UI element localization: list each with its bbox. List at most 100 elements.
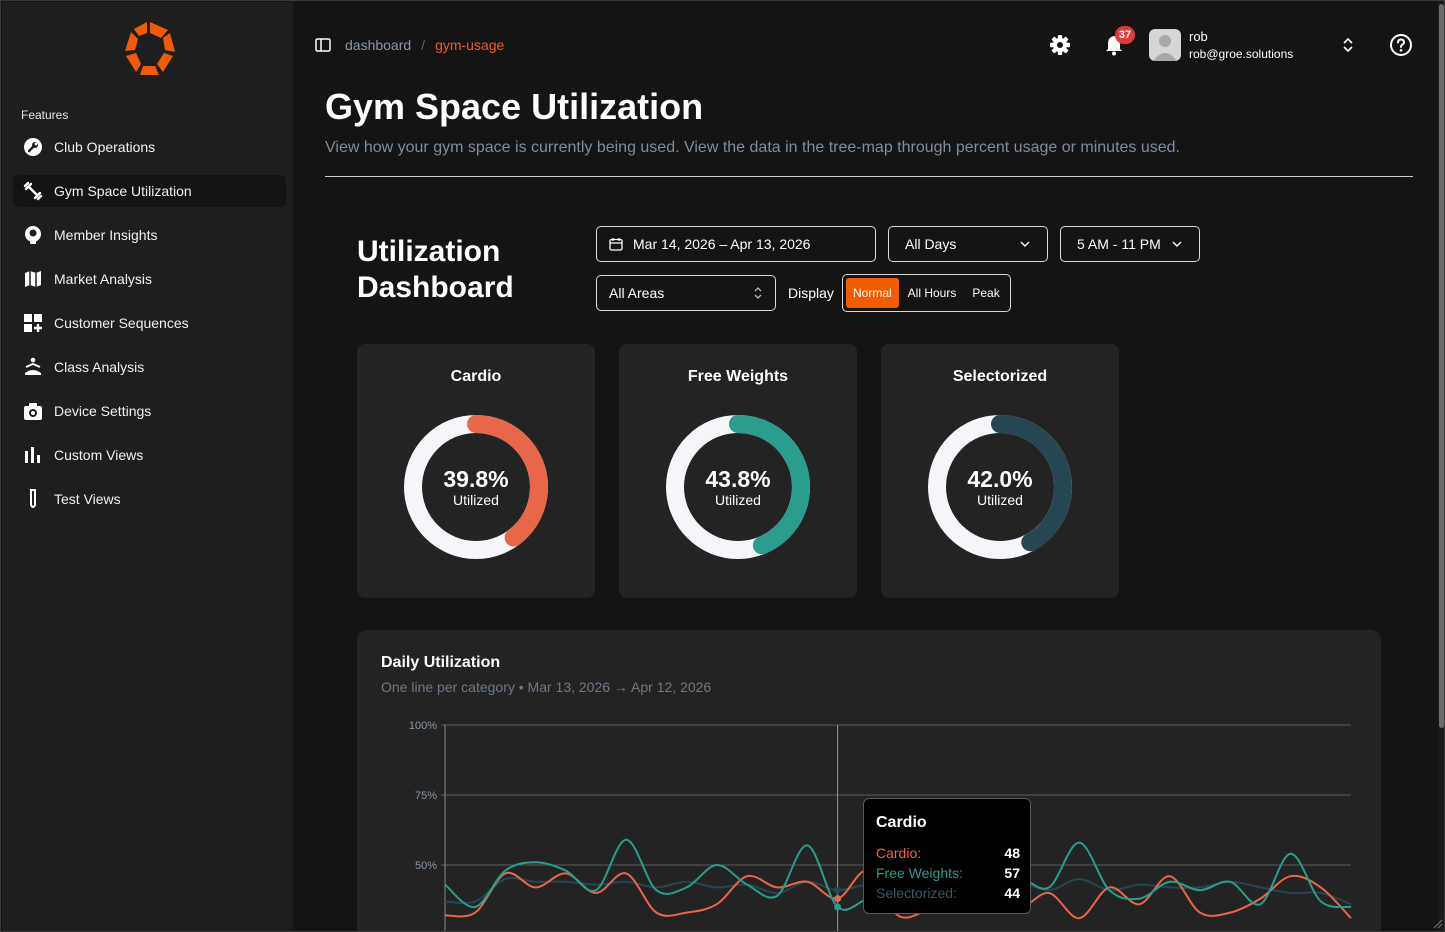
y-tick-label: 75% [415,790,437,802]
card-value: 43.8% [705,466,771,492]
help-icon[interactable] [1389,33,1413,57]
gear-icon[interactable] [1049,34,1071,56]
donut-arc [666,415,810,559]
free-weights-donut [666,415,810,559]
card-title: Free Weights [687,368,789,385]
dashboard-title-line2: Dashboard [357,271,514,304]
tooltip-value: 44 [1004,885,1020,901]
breadcrumb-current: gym-usage [435,37,505,53]
hours-select[interactable]: 5 AM - 11 PM [1060,226,1200,262]
date-range-picker[interactable]: Mar 14, 2026 – Apr 13, 2026 [596,226,876,262]
page-description: View how your gym space is currently bei… [325,139,1180,156]
groe-logo [125,22,175,75]
tooltip-label: Cardio: [876,845,922,861]
sidebar-item-device-settings[interactable]: Device Settings [13,395,286,427]
sidebar-item-customer-sequences[interactable]: Customer Sequences [13,307,286,339]
donut-arc [404,415,548,559]
main-content: dashboard / gym-usage 37 rob ro [293,2,1438,932]
card-value: 42.0% [967,466,1033,492]
display-normal-button[interactable]: Normal [846,278,899,308]
sidebar-item-label: Gym Space Utilization [54,183,192,199]
lightbulb-icon [23,225,43,245]
sidebar-item-test-views[interactable]: Test Views [13,483,286,515]
card-title: Cardio [450,368,502,385]
chart-subtitle: One line per category • Mar 13, 2026 → A… [381,679,712,695]
sidebar-item-gym-space-utilization[interactable]: Gym Space Utilization [13,175,286,207]
days-select[interactable]: All Days [888,226,1048,262]
dashboard-title-line1: Utilization [357,235,501,268]
top-bar: dashboard / gym-usage 37 rob ro [293,2,1438,88]
tooltip-row-cardio: Cardio: 48 [876,845,1020,861]
card-subtitle: Utilized [977,492,1023,508]
sidebar-item-label: Test Views [54,491,121,507]
y-tick-label: 25% [415,930,437,932]
display-label: Display [788,285,834,301]
breadcrumb-separator: / [421,37,426,53]
tooltip-value: 57 [1004,865,1020,881]
page-title: Gym Space Utilization [325,86,704,127]
resize-handle-icon[interactable] [1431,917,1443,929]
tooltip-title: Cardio [876,814,927,831]
scrollbar[interactable] [1438,2,1444,931]
sidebar-item-label: Custom Views [54,447,144,463]
sidebar-item-label: Market Analysis [54,271,153,287]
sidebar-item-custom-views[interactable]: Custom Views [13,439,286,471]
chevron-up-down-icon [754,287,762,299]
wrench-icon [23,137,43,157]
sidebar-item-label: Member Insights [54,227,158,243]
sidebar-item-member-insights[interactable]: Member Insights [13,219,286,251]
chevron-up-down-icon[interactable] [1341,36,1355,54]
sidebar-toggle-icon[interactable] [315,37,331,53]
areas-select[interactable]: All Areas [596,275,776,311]
dashboard-title: Utilization Dashboard [357,234,514,306]
sidebar-item-label: Club Operations [54,139,156,155]
free-weights-card: Free Weights 43.8% Utilized [619,344,857,598]
cardio-card: Cardio 39.8% Utilized [357,344,595,598]
chart-tooltip: Cardio Cardio: 48 Free Weights: 57 Selec… [863,798,1031,914]
areas-value: All Areas [609,285,665,301]
bar-chart-icon [23,445,43,465]
display-toggle: Normal All Hours Peak [842,274,1011,312]
scrollbar-thumb[interactable] [1439,4,1444,728]
divider [325,176,1413,177]
sidebar: Features Club Operations Gym Space Utili… [2,2,293,931]
daily-utilization-chart: 100% 75% 50% 25% Daily Utilization One line… [357,630,1381,932]
features-section-label: Features [21,108,69,122]
breadcrumb-dashboard[interactable]: dashboard [345,37,412,53]
card-title: Selectorized [952,368,1048,385]
card-value: 39.8% [443,466,509,492]
hover-point [834,903,842,911]
tooltip-row-selectorized: Selectorized: 44 [876,885,1020,901]
sidebar-item-label: Customer Sequences [54,315,189,331]
sidebar-item-market-analysis[interactable]: Market Analysis [13,263,286,295]
dumbbell-icon [23,181,43,201]
chevron-down-icon [1020,241,1030,247]
notification-badge: 37 [1115,26,1135,44]
sidebar-item-club-operations[interactable]: Club Operations [13,131,286,163]
date-range-value: Mar 14, 2026 – Apr 13, 2026 [633,236,811,252]
tooltip-label: Selectorized: [876,885,957,901]
sidebar-item-label: Device Settings [54,403,152,419]
display-all-hours-button[interactable]: All Hours [907,286,957,300]
display-peak-button[interactable]: Peak [972,286,1000,300]
card-subtitle: Utilized [715,492,761,508]
breadcrumb: dashboard / gym-usage [345,37,504,53]
selectorized-card: Selectorized 42.0% Utilized [881,344,1119,598]
test-tube-icon [23,489,43,509]
person-meditate-icon [23,357,43,377]
hover-point [834,895,842,903]
chevron-down-icon [1172,241,1182,247]
camera-icon [23,401,43,421]
tooltip-row-free-weights: Free Weights: 57 [876,865,1020,881]
avatar[interactable] [1149,29,1181,61]
days-value: All Days [905,236,957,252]
sidebar-item-class-analysis[interactable]: Class Analysis [13,351,286,383]
donut-arc [928,415,1072,559]
y-tick-label: 100% [409,720,437,732]
sidebar-nav: Club Operations Gym Space Utilization Me… [13,131,286,527]
sidebar-item-label: Class Analysis [54,359,145,375]
card-subtitle: Utilized [453,492,499,508]
map-icon [23,269,43,289]
chart-title: Daily Utilization [381,654,501,671]
